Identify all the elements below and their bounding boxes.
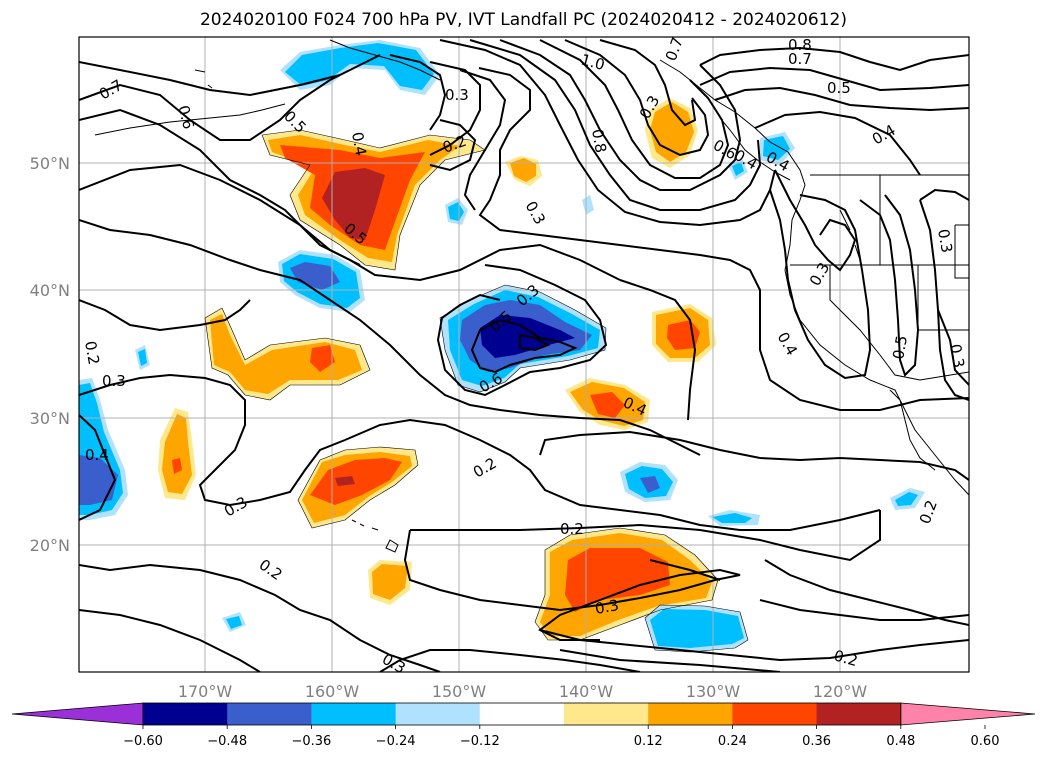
contour-label: 0.7: [788, 50, 812, 68]
contour-label: 0.6: [174, 103, 198, 131]
contour-label: 0.5: [827, 79, 851, 97]
contour-label: 0.4: [85, 446, 109, 464]
colorbar-segment: [479, 703, 565, 725]
lat-label: 30°N: [30, 409, 70, 428]
contour-label: 0.8: [788, 36, 812, 54]
colorbar-tick-label: −0.36: [291, 734, 331, 749]
contour-label: 0.4: [348, 131, 370, 158]
plot-frame: [78, 36, 970, 673]
colorbar-tick-label: 0.24: [718, 734, 747, 749]
contour-label: 0.3: [445, 86, 469, 104]
lon-label: 130°W: [686, 682, 741, 701]
map-title: 2024020100 F024 700 hPa PV, IVT Landfall…: [199, 10, 847, 30]
coastlines: [94, 39, 969, 553]
anomaly-fill-aleutian-positive: [262, 130, 485, 270]
lon-label: 150°W: [432, 682, 487, 701]
lat-label: 40°N: [30, 281, 70, 300]
colorbar-segment: [732, 703, 818, 725]
colorbar-tick-label: −0.12: [460, 734, 500, 749]
contour-label: 0.2: [560, 520, 584, 538]
lat-label: 20°N: [30, 536, 70, 555]
shading-outlines: [204, 129, 749, 653]
colorbar-segment: [816, 703, 902, 725]
colorbar-tick-label: 0.12: [634, 734, 663, 749]
longitude-labels: 170°W 160°W 150°W 140°W 130°W 120°W: [178, 682, 868, 701]
lon-label: 170°W: [178, 682, 233, 701]
colorbar-segment: [143, 703, 228, 725]
contour-label: 0.2: [832, 646, 860, 670]
lon-label: 120°W: [813, 682, 868, 701]
lon-label: 160°W: [305, 682, 360, 701]
contour-label: 0.3: [594, 596, 621, 618]
colorbar-tick-label: 0.36: [802, 734, 831, 749]
contour-label: 0.8: [588, 128, 610, 155]
colorbar-segment: [648, 703, 733, 725]
contour-label: 0.3: [946, 343, 968, 370]
colorbar-extend-low: [11, 702, 144, 726]
colorbar-segment: [564, 703, 649, 725]
colorbar-tick-label: −0.60: [123, 734, 163, 749]
colorbar-segment: [227, 703, 312, 725]
colorbar-segment: [395, 703, 481, 725]
lon-label: 140°W: [559, 682, 614, 701]
contour-label: 0.3: [102, 372, 126, 390]
contour-label: 0.5: [889, 334, 911, 361]
colorbar-extend-high: [900, 702, 1036, 726]
graticule: [79, 37, 969, 672]
colorbar-tick-label: −0.48: [207, 734, 247, 749]
colorbar-frame: [142, 702, 902, 726]
contour-label: 0.3: [934, 228, 956, 255]
colorbar-tick-label: −0.24: [376, 734, 416, 749]
colorbar-tick-label: 0.48: [886, 734, 915, 749]
contour-label: 0.2: [81, 340, 103, 367]
colorbar-segment: [311, 703, 397, 725]
contour-label: 1.0: [579, 50, 607, 74]
latitude-labels: 50°N 40°N 30°N 20°N: [30, 154, 70, 555]
colorbar-tick-label: 0.60: [971, 734, 1000, 749]
colorbar: −0.60 −0.48 −0.36 −0.24 −0.12 0.12 0.24 0.36 0.4…: [11, 702, 1036, 749]
lat-label: 50°N: [30, 154, 70, 173]
pv-contours: [79, 39, 969, 672]
anomaly-fill-subtropical-positive: [298, 447, 718, 640]
